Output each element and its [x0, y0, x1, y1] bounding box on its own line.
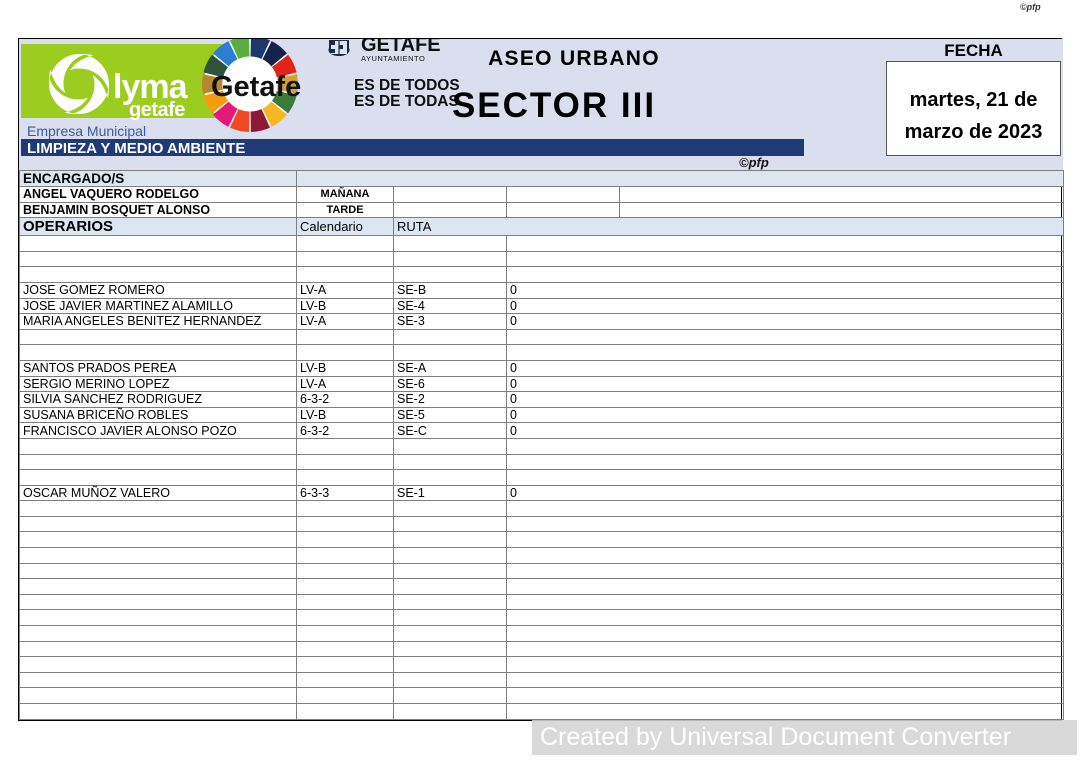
- svg-text:getafe: getafe: [129, 99, 185, 121]
- svg-text:Getafe: Getafe: [211, 71, 301, 103]
